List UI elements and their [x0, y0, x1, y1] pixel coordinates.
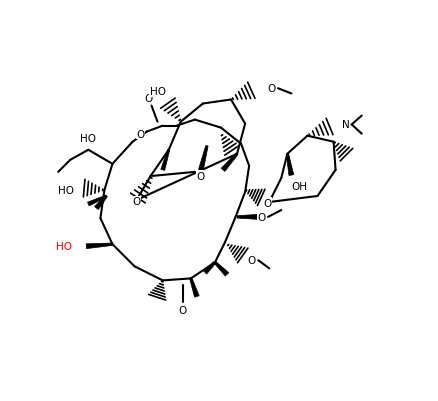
Text: O: O [132, 197, 141, 207]
Text: O: O [248, 256, 256, 265]
Polygon shape [237, 215, 257, 220]
Text: HO: HO [56, 242, 72, 251]
Polygon shape [198, 146, 208, 171]
Text: O: O [257, 213, 265, 222]
Polygon shape [95, 196, 107, 210]
Text: O: O [145, 94, 153, 104]
Text: O: O [267, 84, 276, 94]
Text: N: N [342, 120, 350, 130]
Polygon shape [161, 150, 170, 171]
Text: O: O [179, 306, 187, 315]
Polygon shape [190, 278, 199, 298]
Polygon shape [88, 196, 107, 207]
Text: HO: HO [80, 134, 96, 143]
Polygon shape [86, 243, 113, 249]
Text: O: O [263, 198, 272, 208]
Text: O: O [137, 130, 145, 139]
Polygon shape [221, 154, 238, 172]
Polygon shape [214, 262, 229, 276]
Text: O: O [197, 172, 205, 181]
Polygon shape [203, 262, 216, 274]
Text: HO: HO [150, 87, 166, 97]
Text: HO: HO [58, 186, 74, 195]
Polygon shape [286, 154, 294, 176]
Text: OH: OH [291, 182, 307, 191]
